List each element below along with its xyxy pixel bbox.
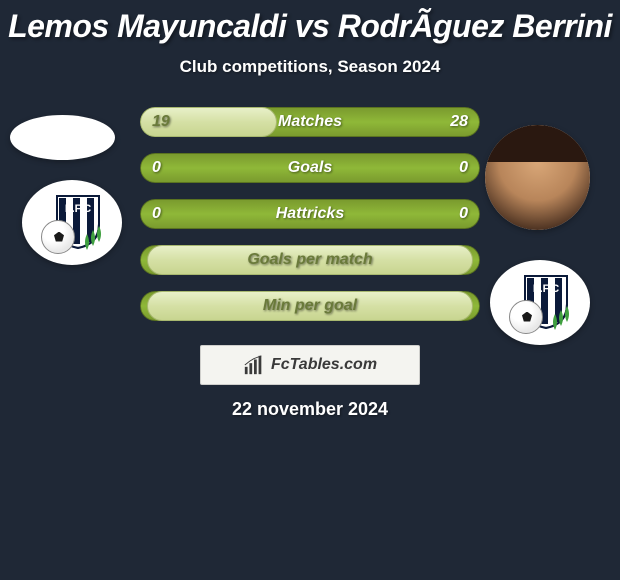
bar-chart-icon: [243, 354, 265, 376]
stat-label: Min per goal: [140, 297, 480, 315]
stat-right-value: 28: [450, 113, 468, 131]
stat-label: Matches: [140, 113, 480, 131]
stat-label: Goals: [140, 159, 480, 177]
stat-left-value: 0: [152, 159, 161, 177]
stat-label: Goals per match: [140, 251, 480, 269]
stat-right-value: 0: [459, 205, 468, 223]
stat-right-value: 0: [459, 159, 468, 177]
subtitle: Club competitions, Season 2024: [0, 57, 620, 77]
comparison-container: Lemos Mayuncaldi vs RodrÃ­guez Berrini C…: [0, 0, 620, 580]
stat-row: Matches19 28: [140, 107, 480, 137]
stat-label: Hattricks: [140, 205, 480, 223]
stat-row: Goals per match: [140, 245, 480, 275]
stat-left-value: 0: [152, 205, 161, 223]
stat-bars: Matches1928Goals00Hattricks00Goals per m…: [140, 107, 480, 337]
stat-row: Hattricks0 0: [140, 199, 480, 229]
branding-badge: FcTables.com: [200, 345, 420, 385]
stat-row: Goals0 0: [140, 153, 480, 183]
branding-text: FcTables.com: [271, 356, 377, 374]
page-title: Lemos Mayuncaldi vs RodrÃ­guez Berrini: [0, 8, 620, 45]
date-text: 22 november 2024: [0, 399, 620, 420]
stat-left-value: 19: [152, 113, 170, 131]
stat-row: Min per goal: [140, 291, 480, 321]
